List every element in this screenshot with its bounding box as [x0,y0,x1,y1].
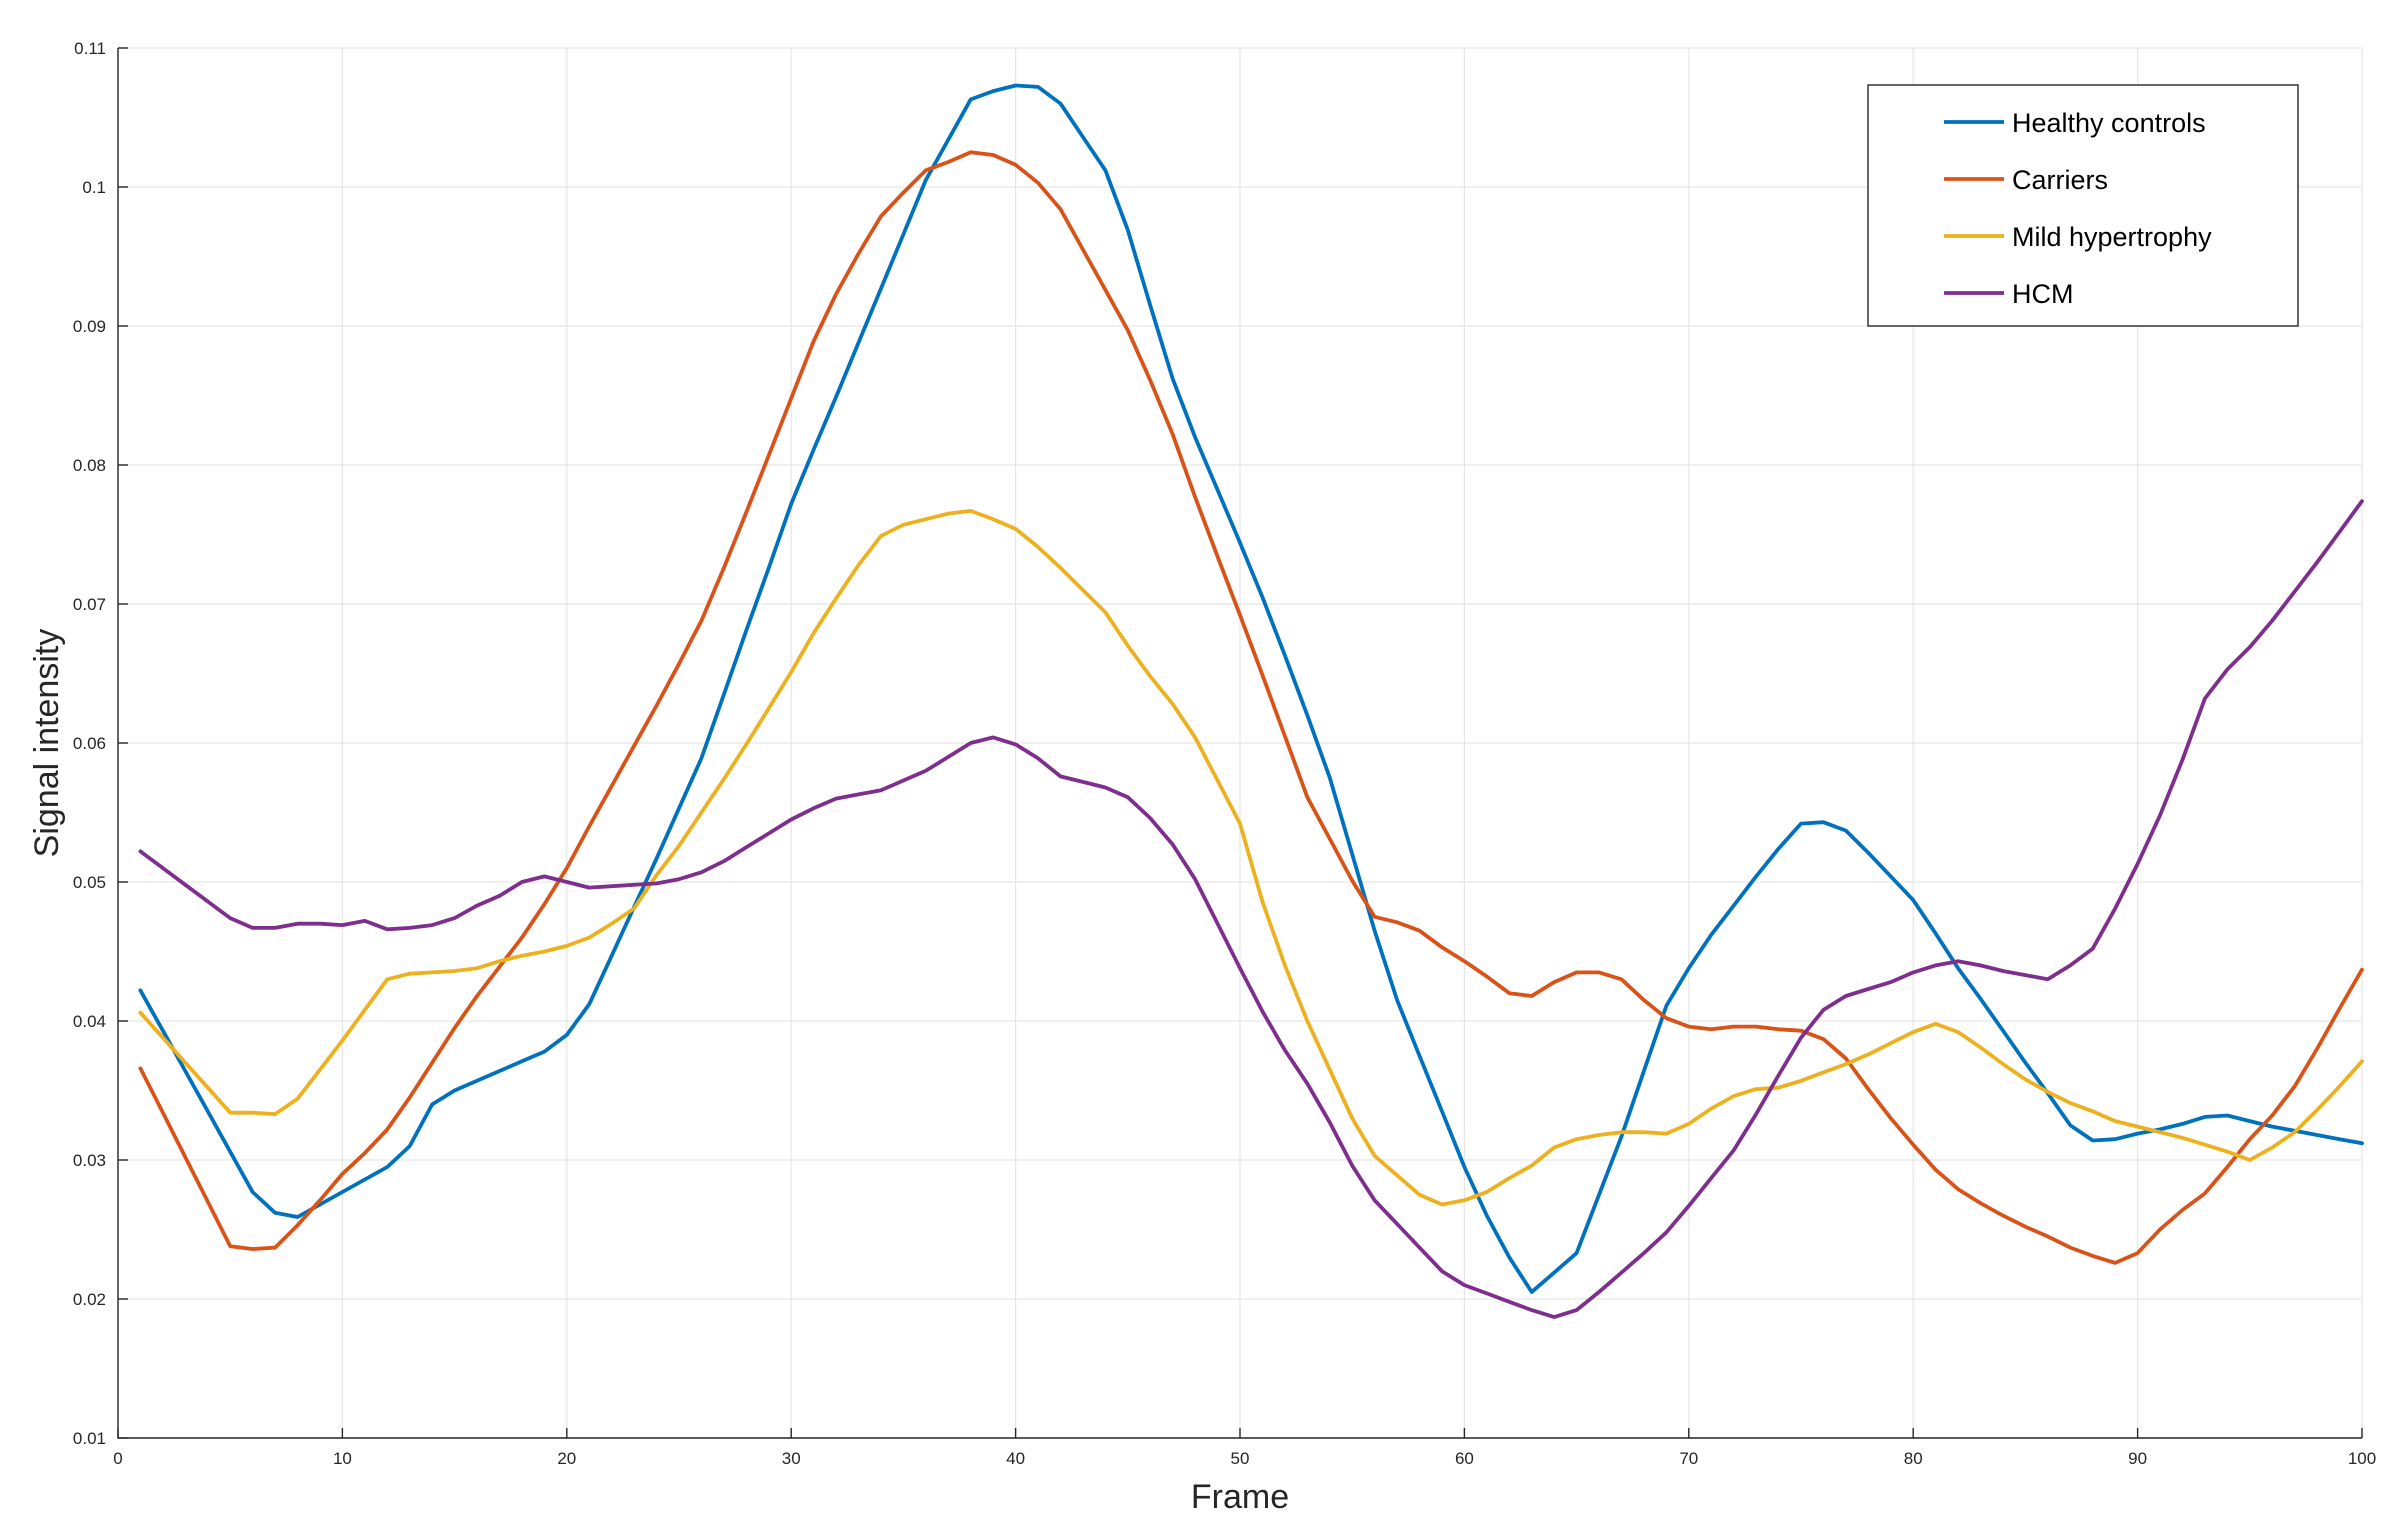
x-tick-label: 80 [1904,1449,1923,1468]
x-tick-label: 60 [1455,1449,1474,1468]
y-tick-label: 0.11 [74,39,106,58]
series-line-4 [138,499,2364,1319]
y-tick-label: 0.09 [73,317,106,336]
ticks: 0 10 20 30 40 50 60 70 80 90 100 0.01 0.02 0.03 0.04 0.… [73,39,2376,1468]
legend-label: Carriers [2012,165,2108,195]
y-tick-label: 0.05 [73,873,106,892]
legend: Healthy controls Carriers Mild hypertrophy… [1867,84,2299,327]
y-tick-label: 0.02 [73,1290,106,1309]
y-tick-label: 0.06 [73,734,106,753]
x-tick-label: 40 [1006,1449,1025,1468]
x-tick-label: 70 [1679,1449,1698,1468]
y-tick-label: 0.03 [73,1151,106,1170]
series-line-3 [138,508,2364,1207]
x-tick-label: 90 [2128,1449,2147,1468]
legend-label: HCM [2012,279,2074,309]
x-tick-label: 50 [1231,1449,1250,1468]
series-line-1 [138,83,2364,1294]
x-axis-label: Frame [1191,1478,1289,1516]
x-tick-label: 10 [333,1449,352,1468]
y-tick-label: 0.04 [73,1012,106,1031]
y-axis-label: Signal intensity [28,629,66,858]
y-tick-label: 0.08 [73,456,106,475]
x-tick-label: 100 [2348,1449,2376,1468]
x-tick-label: 20 [557,1449,576,1468]
legend-label: Mild hypertrophy [2012,222,2212,252]
y-tick-label: 0.01 [73,1429,106,1448]
y-tick-label: 0.07 [73,595,106,614]
legend-label: Healthy controls [2012,108,2206,138]
legend-box [1867,84,2299,327]
series-group [138,83,2364,1319]
x-tick-label: 0 [113,1449,122,1468]
x-tick-label: 30 [782,1449,801,1468]
series-line-2 [138,150,2364,1265]
y-tick-label: 0.1 [82,178,106,197]
